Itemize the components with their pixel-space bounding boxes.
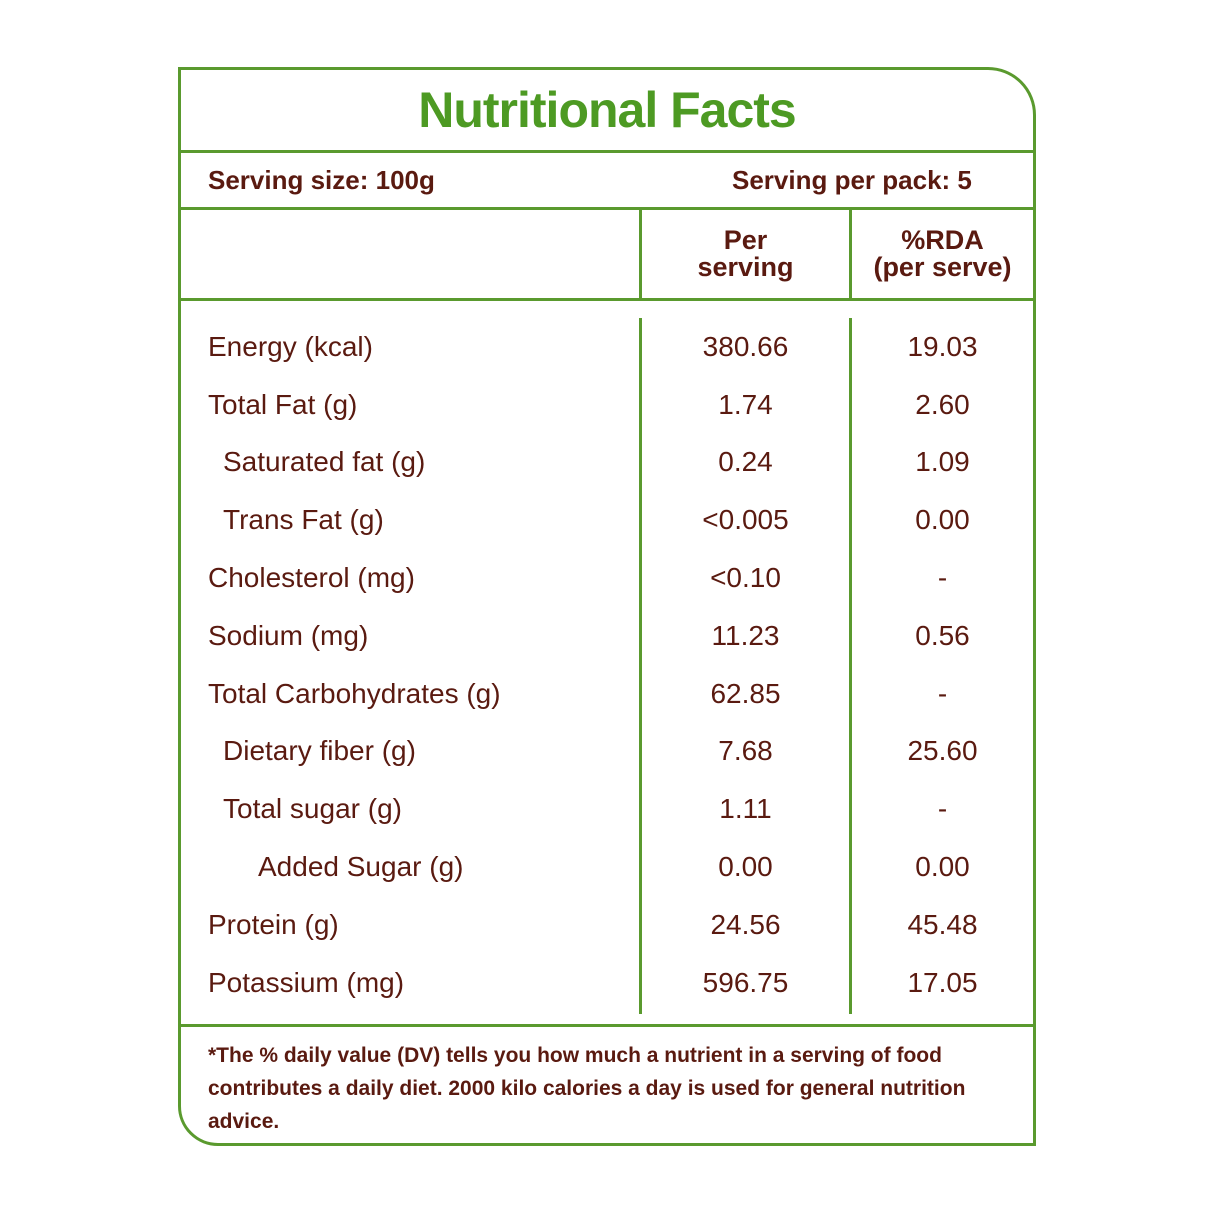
rda-value: - <box>937 562 948 594</box>
rda-column: 19.03 2.60 1.09 0.00 - 0.56 - 25.60 - 0.00 45.48 17… <box>849 318 1033 1014</box>
label-title: Nutritional Facts <box>181 70 1033 153</box>
nutrient-name: Total Fat (g) <box>208 388 358 420</box>
per-serving-value: <0.10 <box>710 562 781 594</box>
per-serving-value: 380.66 <box>702 330 789 362</box>
per-serving-value: 596.75 <box>702 966 789 998</box>
column-headers: Per serving %RDA (per serve) <box>181 210 1033 301</box>
nutrient-name: Sodium (mg) <box>208 619 369 651</box>
footnote: *The % daily value (DV) tells you how mu… <box>208 1044 966 1133</box>
rda-value: - <box>937 677 948 709</box>
per-serving-value: 11.23 <box>711 619 780 651</box>
rda-value: 0.56 <box>915 619 970 651</box>
rda-value: 25.60 <box>907 735 978 767</box>
per-serving-column: 380.66 1.74 0.24 <0.005 <0.10 11.23 62.85 7.68 1… <box>639 318 849 1014</box>
per-serving-header-line2: serving <box>697 252 794 282</box>
rda-value: 19.03 <box>907 330 978 362</box>
rda-header: %RDA (per serve) <box>849 210 1033 298</box>
per-serving-header: Per serving <box>639 210 849 298</box>
servings-per-pack: Serving per pack: 5 <box>732 164 972 195</box>
nutrient-header-empty <box>181 210 639 298</box>
nutrient-name: Dietary fiber (g) <box>223 735 416 767</box>
rda-value: 0.00 <box>915 851 970 883</box>
per-serving-value: 1.74 <box>718 388 773 420</box>
rda-header-line1: %RDA <box>901 225 984 255</box>
serving-size: Serving size: 100g <box>208 164 435 195</box>
per-serving-value: 0.00 <box>718 851 773 883</box>
per-serving-value: 1.11 <box>719 793 772 825</box>
nutrient-name: Trans Fat (g) <box>223 504 384 536</box>
rda-header-line2: (per serve) <box>873 252 1012 282</box>
nutrient-name: Potassium (mg) <box>208 966 405 998</box>
rda-value: 45.48 <box>907 908 978 940</box>
nutrient-name: Protein (g) <box>208 908 339 940</box>
nutrient-name: Cholesterol (mg) <box>208 562 415 594</box>
rda-value: 2.60 <box>915 388 970 420</box>
rda-value: 17.05 <box>907 966 978 998</box>
rda-value: - <box>937 793 948 825</box>
nutrient-column: Energy (kcal) Total Fat (g) Saturated fat … <box>181 318 639 1014</box>
nutrient-name: Added Sugar (g) <box>258 851 464 883</box>
nutrition-facts-label: Nutritional Facts Serving size: 100g Ser… <box>178 67 1036 1146</box>
rda-value: 1.09 <box>915 446 970 478</box>
per-serving-value: 0.24 <box>718 446 773 478</box>
nutrient-table: Energy (kcal) Total Fat (g) Saturated fat … <box>181 301 1033 1027</box>
nutrient-name: Saturated fat (g) <box>223 446 426 478</box>
per-serving-header-line1: Per <box>723 225 768 255</box>
nutrient-name: Total sugar (g) <box>223 793 402 825</box>
serving-info: Serving size: 100g Serving per pack: 5 <box>181 153 1033 210</box>
per-serving-value: 7.68 <box>718 735 773 767</box>
per-serving-value: <0.005 <box>702 504 789 536</box>
per-serving-value: 24.56 <box>710 908 781 940</box>
nutrient-name: Energy (kcal) <box>208 330 373 362</box>
nutrient-name: Total Carbohydrates (g) <box>208 677 501 709</box>
per-serving-value: 62.85 <box>710 677 781 709</box>
rda-value: 0.00 <box>915 504 970 536</box>
